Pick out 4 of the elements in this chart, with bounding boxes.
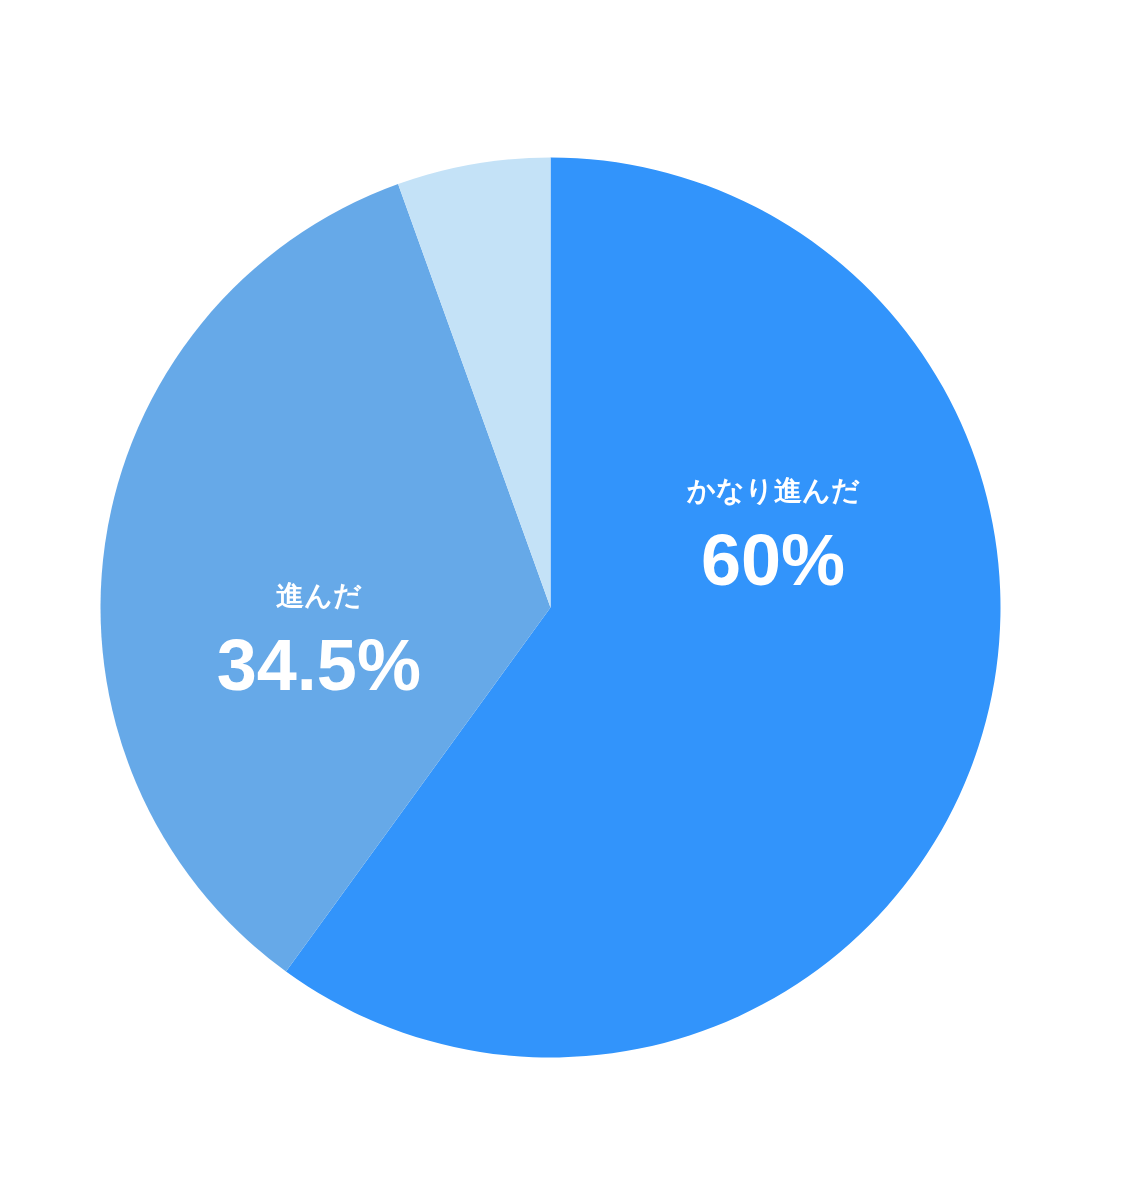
data-label: 34.5% xyxy=(216,625,421,706)
slice-label: 進んだ xyxy=(275,578,362,612)
slice-label: かなり進んだ xyxy=(685,473,860,507)
data-label: 60% xyxy=(700,520,846,601)
